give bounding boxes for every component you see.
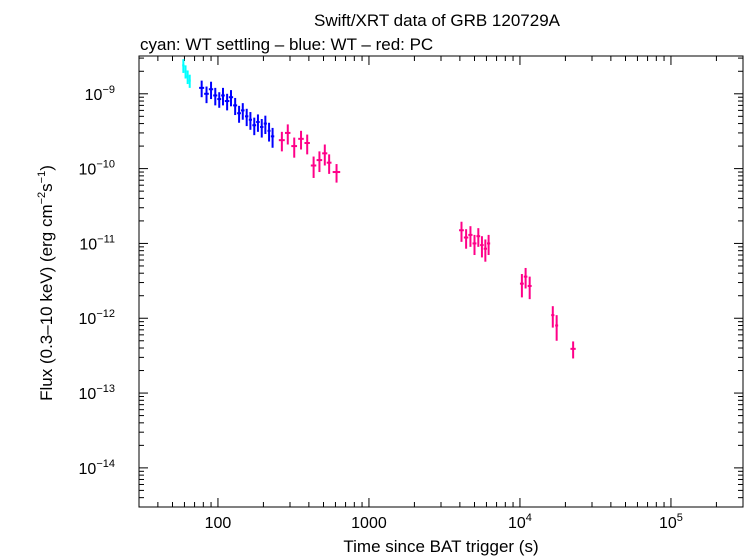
x-tick-label-exp: 4 (526, 512, 532, 524)
series-pc (278, 124, 576, 359)
y-axis-label-end: ) (37, 165, 56, 171)
y-tick-label: 10−11 (79, 233, 115, 253)
data-point (310, 156, 317, 178)
data-point (248, 112, 252, 130)
data-point (256, 114, 260, 132)
x-tick-label-base: 100 (205, 515, 232, 532)
x-tick-label-base: 1000 (351, 515, 387, 532)
y-tick-label-base: 10 (79, 386, 97, 403)
data-point (483, 239, 487, 262)
data-point (486, 234, 491, 256)
data-point (217, 92, 222, 108)
y-axis-label-main: Flux (0.3–10 keV) (erg cm (37, 204, 56, 401)
data-point (463, 229, 469, 249)
y-tick-label-exp: −13 (96, 383, 115, 395)
data-point (199, 80, 205, 98)
x-axis-label: Time since BAT trigger (s) (343, 537, 538, 556)
data-point (476, 228, 481, 247)
series-wt (199, 80, 275, 148)
x-axis-ticks (138, 56, 744, 507)
data-series (182, 59, 576, 359)
data-point (213, 87, 218, 106)
y-axis-label-exp1: −2 (36, 192, 48, 205)
data-point (252, 117, 257, 136)
series-wt-settling (182, 59, 191, 88)
data-point (527, 276, 532, 300)
data-point (316, 151, 323, 173)
data-point (332, 164, 341, 183)
data-point (221, 87, 225, 106)
data-point (570, 341, 576, 359)
data-point (188, 74, 191, 88)
data-point (468, 226, 473, 247)
y-tick-label-base: 10 (79, 311, 97, 328)
y-tick-label-exp: −11 (97, 233, 115, 245)
data-point (244, 108, 249, 127)
data-point (224, 93, 230, 111)
x-tick-label: 105 (659, 512, 683, 532)
data-point (233, 97, 238, 116)
y-tick-label: 10−13 (79, 383, 115, 403)
y-tick-label-exp: −9 (102, 84, 115, 96)
x-tick-label: 1000 (351, 515, 387, 532)
data-point (186, 70, 189, 85)
data-point (551, 306, 555, 328)
y-axis-label-mid: s (37, 183, 56, 192)
data-point (480, 236, 484, 258)
data-point (237, 105, 241, 123)
x-tick-label: 104 (508, 512, 532, 532)
y-tick-label: 10−10 (79, 159, 115, 179)
x-tick-label: 100 (205, 515, 232, 532)
y-axis-label: Flux (0.3–10 keV) (erg cm−2s−1) (36, 165, 56, 401)
y-tick-label-exp: −10 (96, 159, 115, 171)
data-point (184, 65, 187, 79)
data-point (208, 81, 214, 100)
data-point (519, 274, 524, 298)
chart-subtitle: cyan: WT settling – blue: WT – red: PC (140, 35, 433, 54)
plot-frame (138, 55, 744, 508)
data-point (285, 124, 291, 145)
data-point (304, 134, 310, 155)
y-tick-label-base: 10 (79, 162, 97, 179)
x-tick-label-base: 10 (508, 515, 526, 532)
data-point (204, 86, 209, 104)
y-tick-label-exp: −14 (96, 458, 115, 470)
data-point (240, 103, 245, 120)
data-point (459, 221, 464, 242)
y-tick-label-exp: −12 (96, 308, 115, 320)
x-tick-label-exp: 5 (677, 512, 683, 524)
data-point (322, 144, 328, 166)
chart-title: Swift/XRT data of GRB 120729A (314, 11, 561, 30)
y-tick-label-base: 10 (79, 236, 97, 253)
data-point (555, 315, 559, 341)
y-tick-label: 10−14 (79, 458, 115, 478)
data-point (291, 137, 298, 158)
data-point (270, 127, 275, 148)
data-point (523, 267, 528, 289)
y-tick-label: 10−9 (85, 84, 115, 104)
data-point (472, 234, 477, 256)
y-tick-label-base: 10 (85, 87, 103, 104)
x-tick-label-base: 10 (659, 515, 677, 532)
data-point (278, 131, 285, 152)
data-point (267, 122, 271, 142)
y-tick-label-base: 10 (79, 461, 97, 478)
data-point (326, 154, 332, 174)
y-axis-ticks (139, 57, 743, 508)
data-point (263, 115, 267, 135)
data-point (260, 119, 264, 138)
data-point (298, 130, 304, 150)
x-axis-tick-labels: 100 1000 104 105 (205, 512, 683, 532)
y-axis-label-exp2: −1 (36, 171, 48, 184)
y-tick-label: 10−12 (79, 308, 115, 328)
data-point (182, 59, 185, 73)
data-point (228, 90, 234, 107)
